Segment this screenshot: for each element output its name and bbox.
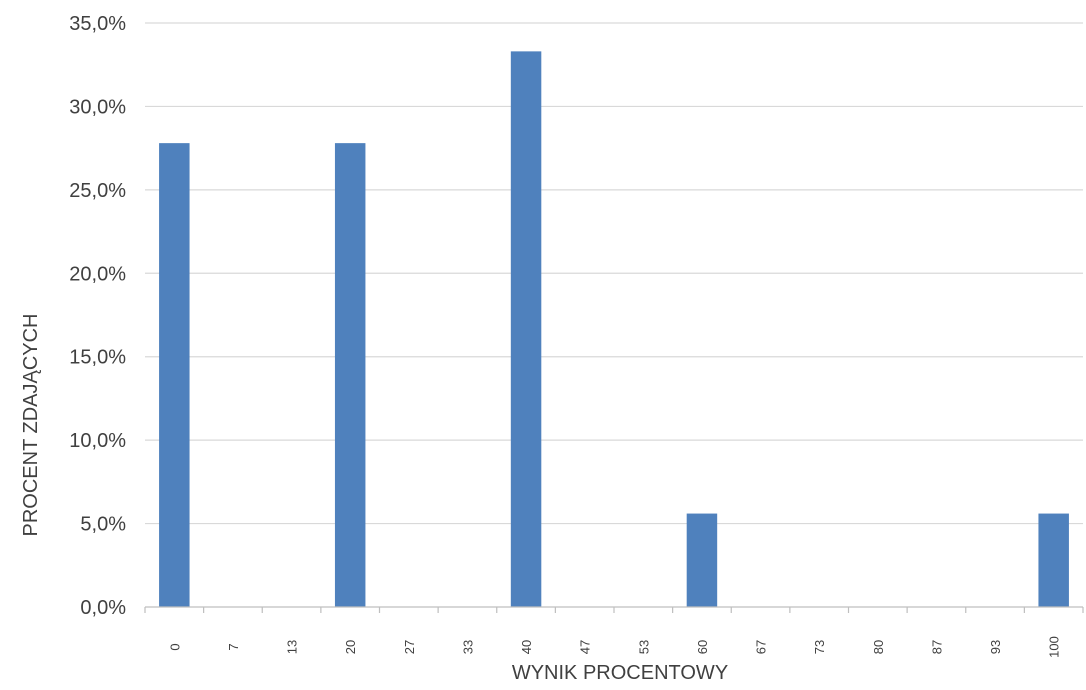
x-tick-label: 27 bbox=[402, 640, 417, 654]
x-tick-label: 53 bbox=[636, 640, 651, 654]
x-tick-label: 20 bbox=[343, 640, 358, 654]
x-axis bbox=[144, 606, 1084, 613]
x-tick-label: 47 bbox=[578, 640, 593, 654]
bar bbox=[159, 143, 190, 607]
y-tick-label: 30,0% bbox=[69, 96, 126, 118]
bars bbox=[159, 51, 1069, 607]
bar bbox=[334, 143, 366, 607]
x-tick-label: 33 bbox=[460, 640, 475, 654]
x-tick-label: 87 bbox=[929, 640, 944, 654]
y-tick-labels: 0,0% 5,0% 10,0% 15,0% 20,0% 25,0% 30,0% 35,0% bbox=[69, 13, 126, 619]
bar bbox=[1038, 513, 1069, 607]
x-tick-label: 67 bbox=[754, 640, 769, 654]
y-tick-label: 20,0% bbox=[69, 263, 126, 285]
y-tick-label: 15,0% bbox=[69, 347, 126, 369]
x-tick-label: 73 bbox=[812, 640, 827, 654]
y-tick-label: 25,0% bbox=[69, 180, 126, 202]
x-tick-label: 100 bbox=[1047, 636, 1062, 658]
x-tick-label: 0 bbox=[167, 643, 182, 650]
x-tick-label: 93 bbox=[988, 640, 1003, 654]
x-tick-label: 60 bbox=[695, 640, 710, 654]
x-axis-title: WYNIK PROCENTOWY bbox=[512, 662, 728, 684]
x-tick-label: 40 bbox=[519, 640, 534, 654]
y-tick-label: 5,0% bbox=[80, 514, 126, 536]
y-axis-title: PROCENT ZDAJĄCYCH bbox=[20, 314, 42, 537]
y-tick-label: 35,0% bbox=[69, 13, 126, 35]
y-tick-label: 10,0% bbox=[69, 430, 126, 452]
x-tick-labels: 0 7 13 20 27 33 40 47 53 60 67 73 80 87 93 100 bbox=[167, 636, 1061, 658]
x-tick-label: 13 bbox=[285, 640, 300, 654]
x-tick-label: 80 bbox=[871, 640, 886, 654]
grid-lines bbox=[145, 22, 1083, 525]
x-tick-label: 7 bbox=[226, 643, 241, 650]
bar bbox=[510, 51, 542, 607]
y-tick-label: 0,0% bbox=[80, 597, 126, 619]
bar bbox=[686, 513, 718, 607]
